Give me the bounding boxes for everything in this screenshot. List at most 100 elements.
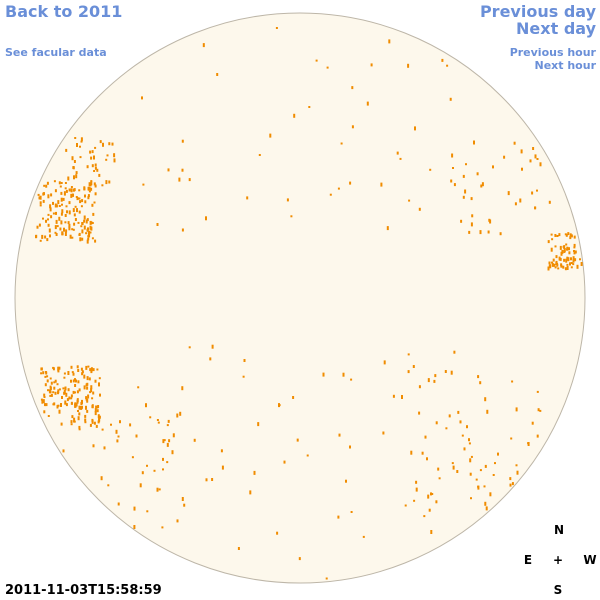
facula: [84, 414, 87, 418]
facula: [94, 163, 97, 167]
facula: [70, 420, 73, 424]
facula: [489, 492, 492, 497]
facula: [94, 166, 97, 170]
facula: [76, 143, 78, 147]
facular-link[interactable]: See facular data: [5, 46, 107, 59]
facula: [423, 515, 426, 518]
facula: [539, 409, 542, 412]
facula: [64, 232, 67, 236]
facula: [479, 469, 482, 472]
facula: [68, 396, 71, 400]
facula: [108, 180, 111, 184]
back-link[interactable]: Back to 2011: [5, 2, 122, 21]
facula: [146, 510, 149, 513]
facula: [457, 410, 460, 414]
facula: [276, 531, 279, 535]
facula: [536, 390, 539, 393]
facula: [550, 233, 553, 236]
facula: [49, 377, 52, 380]
facula: [77, 416, 80, 421]
facula: [473, 140, 475, 145]
facula: [92, 212, 95, 216]
timestamp: 2011-11-03T15:58:59: [5, 583, 162, 598]
facula: [470, 455, 473, 458]
facula: [349, 445, 351, 449]
facula: [552, 258, 555, 262]
facula: [80, 205, 83, 208]
facula: [166, 461, 169, 464]
facula: [58, 216, 61, 221]
facula: [553, 263, 556, 267]
facula: [83, 186, 86, 191]
facula: [47, 213, 50, 216]
facula: [87, 235, 90, 238]
facula: [486, 409, 489, 414]
facula: [60, 403, 62, 407]
facula: [64, 187, 67, 190]
facula: [87, 196, 90, 200]
facula: [80, 401, 83, 405]
facula: [153, 469, 156, 472]
facula: [68, 188, 71, 192]
facula: [465, 163, 467, 166]
facula: [156, 223, 159, 226]
facula: [325, 577, 328, 580]
facula: [92, 444, 95, 448]
facula: [156, 487, 159, 492]
facula: [548, 261, 551, 265]
previous-hour-link[interactable]: Previous hour: [510, 46, 597, 59]
facula: [86, 239, 89, 244]
facula: [87, 232, 90, 236]
facula: [573, 243, 576, 247]
facula: [91, 150, 94, 154]
facula: [569, 236, 572, 240]
facula: [181, 386, 184, 391]
facula: [469, 458, 472, 463]
facula: [99, 393, 101, 397]
facula: [338, 433, 341, 437]
facula: [86, 386, 89, 390]
facula: [65, 403, 68, 407]
facula: [468, 438, 470, 442]
facula: [510, 437, 513, 440]
facula: [89, 231, 92, 234]
facula: [119, 420, 121, 424]
facula: [81, 237, 84, 241]
facula: [429, 168, 432, 171]
facula: [50, 381, 53, 385]
facula: [487, 230, 490, 234]
facula: [531, 421, 534, 425]
facula: [64, 214, 67, 217]
facula: [539, 162, 542, 167]
facula: [78, 388, 81, 392]
facula: [60, 182, 63, 184]
facula: [470, 197, 473, 201]
facula: [292, 396, 295, 399]
facula: [72, 390, 75, 394]
next-hour-link[interactable]: Next hour: [535, 59, 597, 72]
facula: [551, 262, 554, 267]
facula: [450, 179, 453, 183]
facula: [39, 201, 42, 205]
facula: [71, 415, 74, 419]
facula: [408, 199, 411, 202]
facula: [329, 193, 332, 196]
facula: [105, 158, 108, 161]
facula: [88, 377, 91, 381]
facula: [350, 378, 353, 381]
facula: [75, 174, 78, 179]
facula: [283, 460, 286, 464]
facula: [286, 198, 289, 202]
facula: [484, 501, 487, 506]
facula: [178, 177, 181, 182]
facula: [340, 142, 343, 145]
previous-day-link[interactable]: Previous day: [480, 2, 597, 21]
facula: [43, 410, 46, 414]
facula: [477, 375, 480, 379]
facula: [418, 207, 421, 211]
facula: [574, 250, 577, 254]
next-day-link[interactable]: Next day: [516, 19, 597, 38]
facula: [56, 405, 59, 409]
facula: [86, 218, 89, 222]
facula: [563, 258, 566, 262]
